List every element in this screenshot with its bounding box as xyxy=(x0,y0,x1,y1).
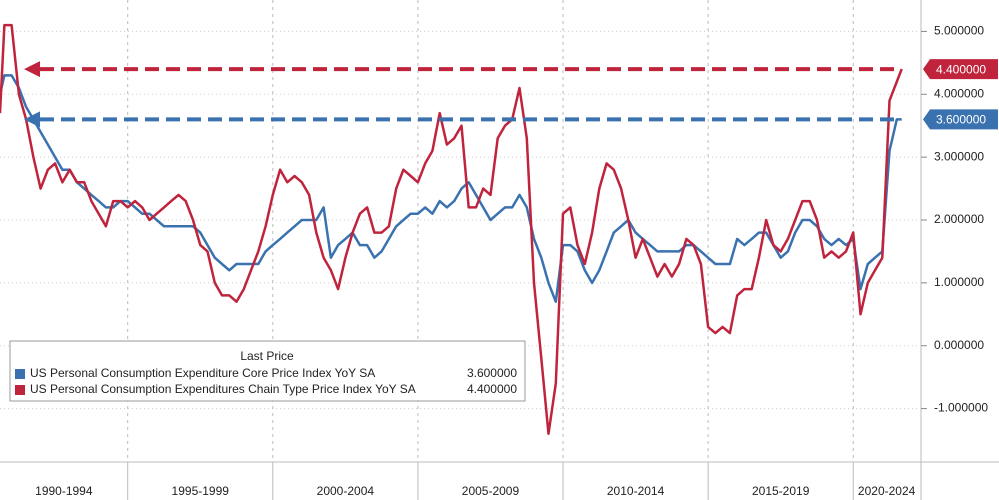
legend-value: 3.600000 xyxy=(467,366,517,380)
x-band-label: 2010-2014 xyxy=(607,484,665,498)
x-band-label: 2000-2004 xyxy=(317,484,375,498)
y-tick-label: 1.000000 xyxy=(934,275,984,289)
last-price-tag-label: 4.400000 xyxy=(936,62,986,76)
x-band-label: 1990-1994 xyxy=(35,484,93,498)
series-line xyxy=(0,74,902,303)
x-band-label: 2015-2019 xyxy=(752,484,810,498)
last-price-tag xyxy=(923,59,998,80)
y-tick-label: 2.000000 xyxy=(934,212,984,226)
x-band-label: 1995-1999 xyxy=(172,484,230,498)
y-tick-label: 3.000000 xyxy=(934,149,984,163)
legend-title: Last Price xyxy=(240,349,294,363)
legend-box xyxy=(9,340,526,402)
legend-label: US Personal Consumption Expenditure Core… xyxy=(30,366,375,380)
legend-swatch xyxy=(15,385,25,395)
last-price-tag xyxy=(923,109,998,130)
legend-swatch xyxy=(15,369,25,379)
legend-value: 4.400000 xyxy=(467,382,517,396)
y-tick-label: 4.000000 xyxy=(934,86,984,100)
x-band-label: 2020-2024 xyxy=(858,484,916,498)
y-tick-label: -1.000000 xyxy=(934,401,988,415)
series-line xyxy=(0,23,903,435)
legend-label: US Personal Consumption Expenditures Cha… xyxy=(30,382,416,396)
last-price-arrowhead xyxy=(24,61,40,78)
last-price-tag-label: 3.600000 xyxy=(936,113,986,127)
last-price-arrowhead xyxy=(24,111,40,128)
x-band-label: 2005-2009 xyxy=(462,484,520,498)
y-tick-label: 5.000000 xyxy=(934,24,984,38)
y-tick-label: 0.000000 xyxy=(934,338,984,352)
